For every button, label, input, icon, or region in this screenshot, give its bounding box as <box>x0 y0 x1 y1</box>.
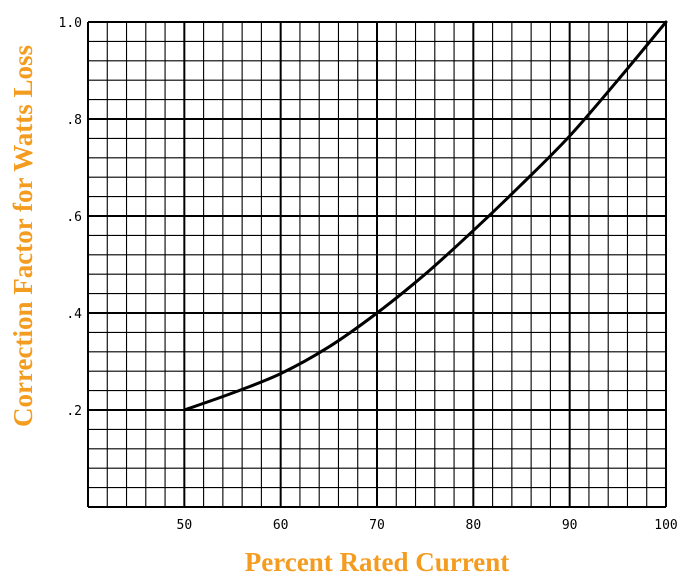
grid <box>87 21 667 508</box>
y-tick-label: .6 <box>66 210 82 225</box>
x-tick-label: 80 <box>466 518 482 533</box>
y-tick-label: .8 <box>66 113 82 128</box>
series-layer <box>182 20 668 412</box>
y-tick-label: .2 <box>66 404 82 419</box>
x-tick-label: 100 <box>654 518 677 533</box>
x-tick-label: 90 <box>562 518 578 533</box>
x-tick-label: 50 <box>177 518 193 533</box>
series-line <box>182 20 668 412</box>
y-tick-labels: .2 .4 .6 .8 1.0 <box>59 16 83 419</box>
y-tick-label: .4 <box>66 307 82 322</box>
x-axis-title: Percent Rated Current <box>245 547 509 577</box>
x-tick-label: 70 <box>369 518 385 533</box>
x-tick-label: 60 <box>273 518 289 533</box>
y-tick-label: 1.0 <box>59 16 82 31</box>
x-tick-labels: 50 60 70 80 90 100 <box>177 518 678 533</box>
y-axis-title: Correction Factor for Watts Loss <box>8 45 38 427</box>
